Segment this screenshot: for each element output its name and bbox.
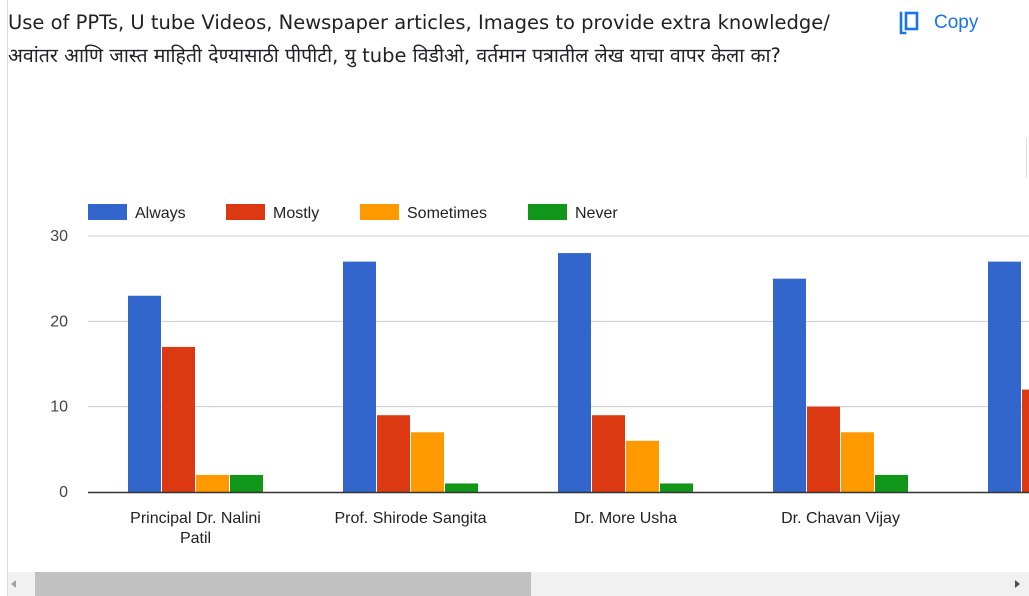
x-category-label: Prof. Shirode Sangita xyxy=(334,510,486,527)
bar-mostly-3 xyxy=(807,406,840,492)
y-tick-label: 30 xyxy=(50,228,68,245)
bar-always-4 xyxy=(988,261,1021,492)
y-tick-label: 0 xyxy=(59,484,68,501)
bar-never-1 xyxy=(445,483,478,492)
bar-always-2 xyxy=(558,253,591,492)
legend-label-never: Never xyxy=(575,205,618,222)
bar-sometimes-0 xyxy=(196,474,229,492)
question-card xyxy=(7,0,1029,596)
legend-swatch-mostly xyxy=(226,204,265,220)
bar-always-0 xyxy=(128,295,161,492)
copy-icon xyxy=(898,10,920,36)
bar-chart: 0 10 20 30 Principal Dr. Nalini Patil Prof. Sh… xyxy=(50,204,1029,547)
scrollbar-thumb[interactable] xyxy=(35,572,531,596)
horizontal-scrollbar[interactable] xyxy=(8,572,1029,596)
x-category-label: Dr. More Usha xyxy=(574,510,677,527)
bar-never-3 xyxy=(875,474,908,492)
bar-sometimes-3 xyxy=(841,432,874,492)
x-category-label: Principal Dr. Nalini Patil xyxy=(130,510,261,547)
bar-never-2 xyxy=(660,483,693,492)
bar-mostly-4 xyxy=(1022,389,1029,492)
bar-mostly-1 xyxy=(377,415,410,492)
bar-mostly-0 xyxy=(162,346,195,492)
card-right-border xyxy=(1026,138,1027,178)
legend-swatch-always xyxy=(88,204,127,220)
bar-always-1 xyxy=(343,261,376,492)
y-tick-label: 10 xyxy=(50,399,68,416)
legend-swatch-sometimes xyxy=(360,204,399,220)
legend-label-mostly: Mostly xyxy=(273,205,319,222)
legend-label-sometimes: Sometimes xyxy=(407,205,487,222)
bar-sometimes-1 xyxy=(411,432,444,492)
legend-label-always: Always xyxy=(135,205,186,222)
y-tick-label: 20 xyxy=(50,313,68,330)
legend-swatch-never xyxy=(528,204,567,220)
copy-button[interactable]: Copy xyxy=(898,6,978,40)
scroll-left-arrow-icon[interactable] xyxy=(11,580,16,588)
bar-mostly-2 xyxy=(592,415,625,492)
bar-never-0 xyxy=(230,474,263,492)
bar-always-3 xyxy=(773,278,806,492)
bar-sometimes-2 xyxy=(626,440,659,492)
x-category-label: Dr. Chavan Vijay xyxy=(781,510,900,527)
scroll-right-arrow-icon[interactable] xyxy=(1015,580,1020,588)
question-title: Use of PPTs, U tube Videos, Newspaper ar… xyxy=(8,11,830,67)
copy-button-label: Copy xyxy=(934,12,979,33)
